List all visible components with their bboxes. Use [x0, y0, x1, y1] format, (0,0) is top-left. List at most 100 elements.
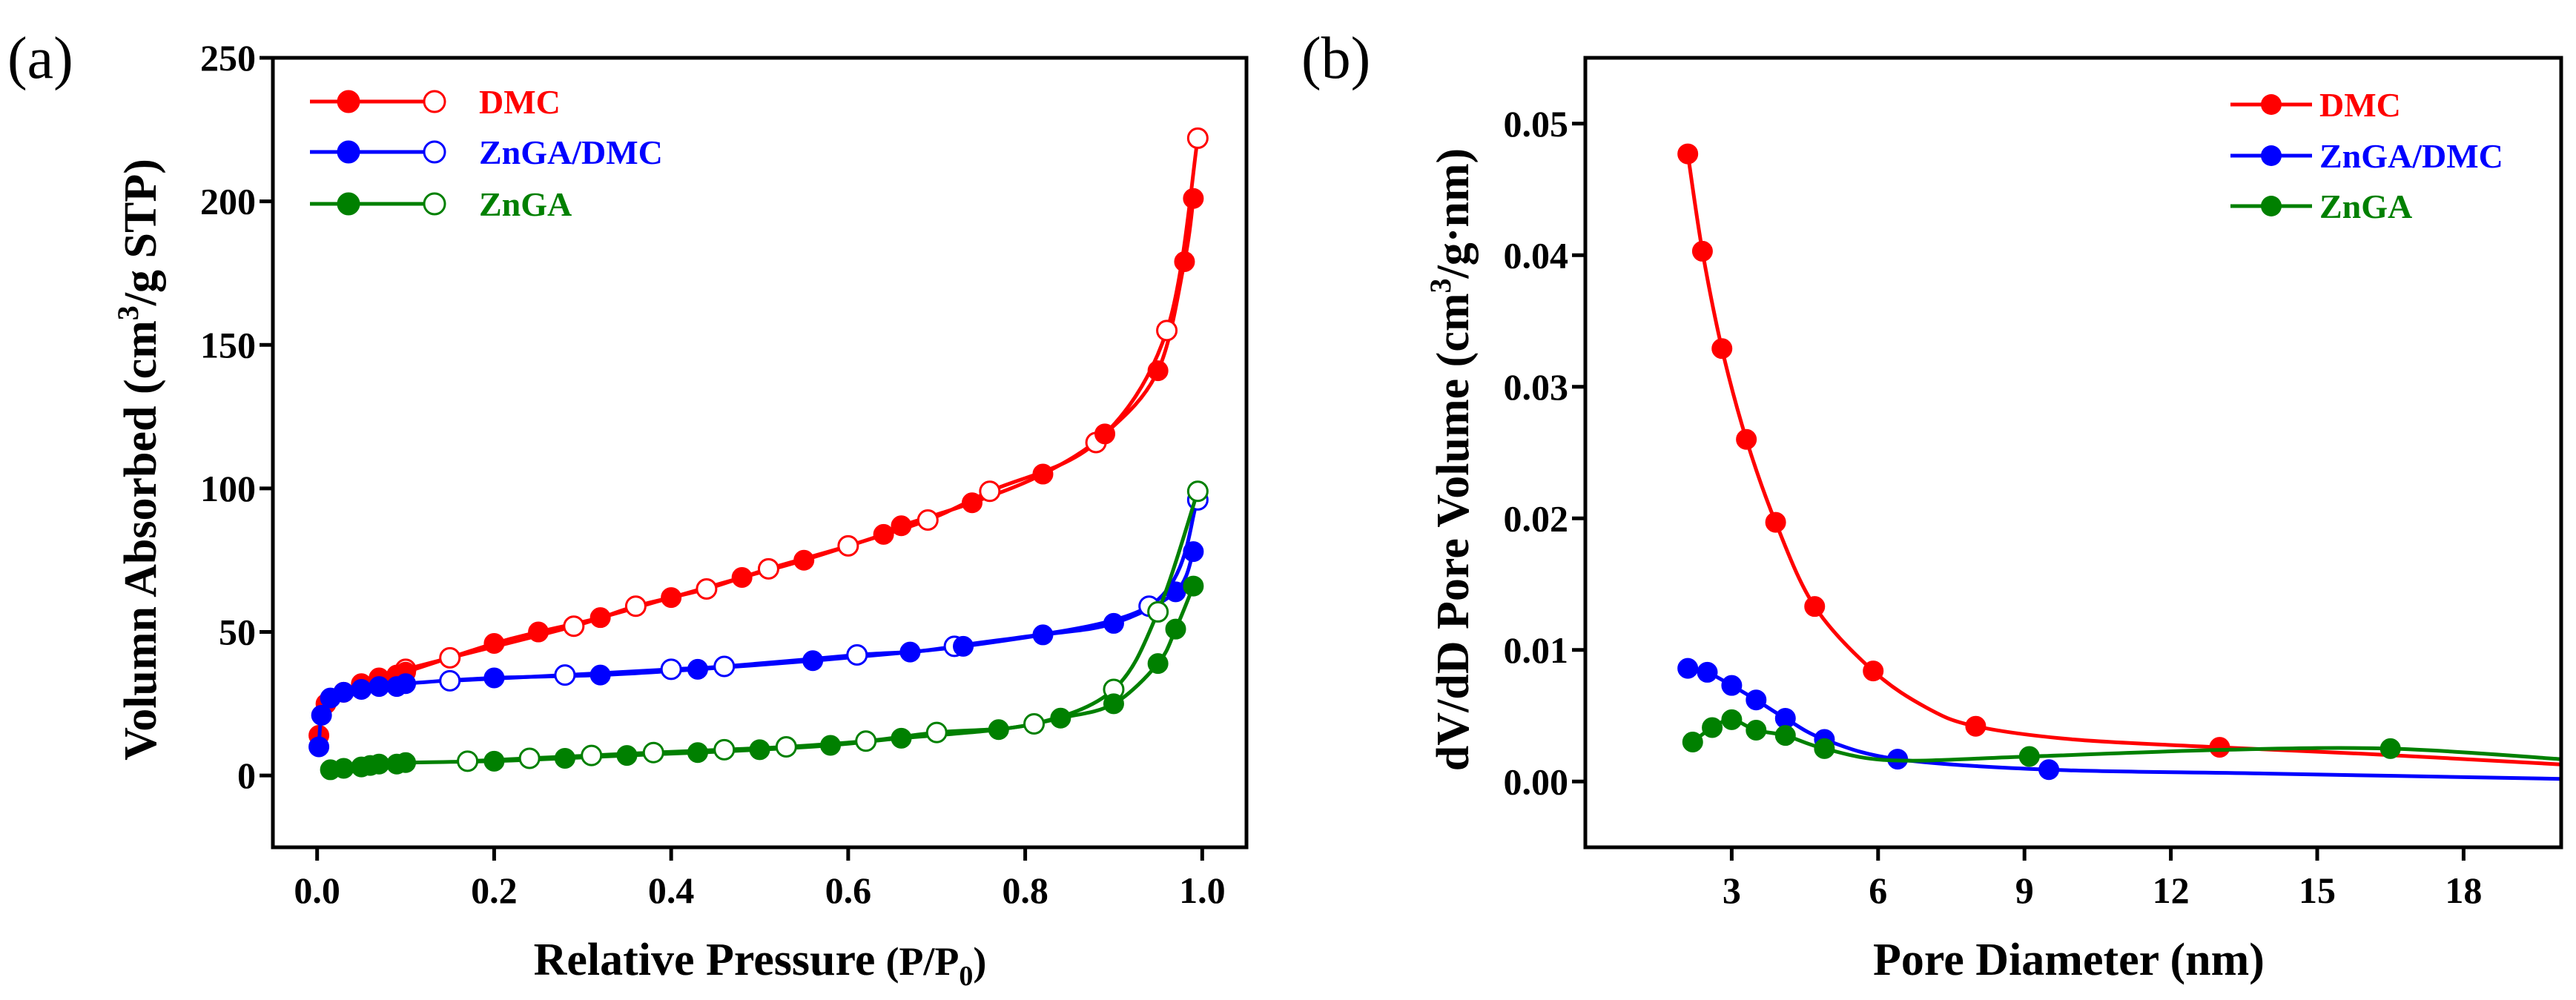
panel-b-plot-area [1677, 143, 2561, 781]
legend-b-label-dmc: DMC [2319, 86, 2401, 124]
panel-a-ytick-label: 250 [200, 37, 256, 79]
series-dmc-point [1677, 143, 1699, 165]
series-dmc-adsorption-point [483, 633, 505, 655]
panel-b-ylabel-main: dV/dD Pore Volume (cm [1428, 294, 1479, 772]
series-zngadmc-point [1697, 661, 1718, 683]
series-dmc-desorption-point [837, 534, 859, 557]
series-zngadmc-point [2038, 759, 2060, 781]
series-zngadmc-adsorption-point [369, 676, 390, 698]
series-dmc-adsorption-point [961, 492, 982, 514]
series-zngadmc-adsorption-point [308, 736, 330, 758]
series-dmc-desorption-point [696, 577, 718, 600]
panel-a-xtick-label: 0.4 [648, 870, 695, 911]
series-znga-desorption-point [713, 738, 736, 761]
series-znga-desorption-point [1186, 480, 1209, 503]
legend-marker-znga-open [423, 192, 446, 216]
series-dmc-adsorption-point [1147, 360, 1169, 382]
series-zngadmc-adsorption-point [899, 641, 921, 663]
series-zngadmc-adsorption-point [333, 681, 354, 703]
series-dmc-point [1711, 338, 1733, 360]
panel-a-ytick-label: 150 [200, 324, 256, 365]
series-dmc-desorption-point [624, 595, 647, 617]
panel-a-xtick-label: 1.0 [1179, 870, 1226, 911]
series-zngadmc-adsorption-point [311, 704, 332, 726]
series-dmc-adsorption-point [1032, 463, 1054, 485]
series-dmc-adsorption-point [1174, 251, 1195, 272]
series-znga-adsorption-point [369, 753, 390, 775]
series-dmc-line [1685, 153, 2561, 766]
series-znga-point [2018, 746, 2040, 767]
legend-b-marker-znga [2261, 196, 2282, 216]
series-zngadmc-desorption-point [554, 664, 576, 686]
panel-a-xtick-label: 0.2 [471, 870, 518, 911]
panel-b-ytick-label: 0.00 [1504, 761, 1569, 802]
series-zngadmc-adsorption-point [395, 673, 417, 695]
series-zngadmc-desorption-point [439, 669, 461, 692]
legend-b-marker-zngadmc [2261, 145, 2282, 166]
series-zngadmc-line [1687, 666, 2561, 781]
panel-a-xlabel-suffix: (P/P [885, 939, 959, 984]
series-znga-adsorption-point [395, 752, 417, 773]
series-zngadmc-adsorption-point [483, 667, 505, 689]
series-znga-adsorption-point [333, 758, 354, 779]
panel-b-series-group [1677, 143, 2561, 781]
series-dmc-adsorption-point [873, 523, 894, 545]
legend-label-dmc: DMC [479, 83, 561, 121]
series-znga-adsorption-point [483, 750, 505, 772]
series-dmc-adsorption-point [731, 566, 753, 588]
series-dmc-point [2209, 737, 2230, 758]
panel-b-legend: DMC ZnGA/DMC ZnGA [2230, 86, 2503, 225]
panel-b-ylabel: dV/dD Pore Volume (cm3/g·nm) [1424, 148, 1479, 771]
series-zngadmc-adsorption-point [1032, 624, 1054, 646]
series-dmc-adsorption-point [793, 549, 815, 571]
series-znga-adsorption-point [1183, 575, 1204, 597]
series-dmc-desorption-point [979, 480, 1001, 503]
panel-b-ylabel-sup: 3 [1424, 279, 1457, 294]
series-zngadmc-adsorption-point [953, 635, 974, 657]
panel-b-xtick-label: 12 [2153, 870, 2190, 911]
series-dmc-desorption-point [1156, 319, 1178, 342]
series-znga-adsorption-point [687, 742, 708, 764]
series-zngadmc-point [1677, 658, 1699, 679]
panel-a-ylabel-sup: 3 [111, 305, 145, 320]
series-dmc-adsorption-point [1183, 188, 1204, 209]
panel-a-xlabel: Relative Pressure (P/P0) [534, 935, 987, 992]
panel-a-legend: DMC ZnGA/DMC ZnGA [310, 83, 663, 223]
series-dmc-adsorption-point [891, 515, 912, 537]
series-zngadmc-desorption-line [449, 499, 1200, 683]
series-zngadmc-adsorption-point [589, 664, 611, 686]
panel-a-ylabel-end: /g STP) [116, 159, 166, 306]
series-znga-adsorption-point [554, 747, 575, 769]
series-dmc-desorption-point [917, 509, 939, 532]
panel-b-ytick-label: 0.04 [1504, 234, 1569, 276]
legend-marker-zngadmc-open [423, 140, 446, 164]
series-dmc-point [1736, 428, 1757, 450]
series-znga-adsorption-point [1147, 653, 1169, 675]
series-znga-point [1814, 738, 1835, 759]
panel-a-ytick-label: 200 [200, 181, 256, 222]
series-znga-adsorption-point [819, 735, 841, 756]
series-znga-point [1746, 720, 1767, 741]
series-dmc-adsorption-point [661, 587, 682, 609]
series-zngadmc-point [1746, 689, 1767, 711]
series-znga-desorption-point [642, 741, 664, 764]
series-znga-desorption-point [775, 735, 797, 758]
panel-b-ylabel-end: /g·nm) [1428, 148, 1479, 279]
panel-a-xlabel-main: Relative Pressure [534, 935, 876, 985]
series-znga-desorption-point [1147, 600, 1169, 623]
panel-b-ticks: 3 6 9 12 15 18 0.00 0.01 0.02 0.03 0.04 0.05 [1504, 103, 2483, 911]
series-znga-point [1682, 732, 1703, 752]
panel-b-xtick-label: 15 [2299, 870, 2336, 911]
legend-b-marker-dmc [2261, 94, 2282, 115]
series-zngadmc-adsorption-point [802, 650, 824, 672]
panel-a-ticks: 0.0 0.2 0.4 0.6 0.8 1.0 0 50 100 150 200 250 [200, 37, 1226, 911]
panel-a-ylabel: Volumn Absorbed (cm3/g STP) [111, 159, 166, 761]
panel-b-frame [1583, 56, 2563, 850]
series-zngadmc-adsorption-point [1183, 541, 1204, 563]
series-znga-desorption-point [925, 721, 948, 744]
panel-b-xtick-label: 18 [2445, 870, 2482, 911]
panel-a-ytick-label: 0 [237, 755, 256, 796]
series-dmc-desorption-point [1186, 127, 1209, 149]
panel-a: (a) 0.0 0.2 0.4 0.6 0.8 1.0 0 50 100 150 200 250 DM… [7, 26, 1249, 992]
